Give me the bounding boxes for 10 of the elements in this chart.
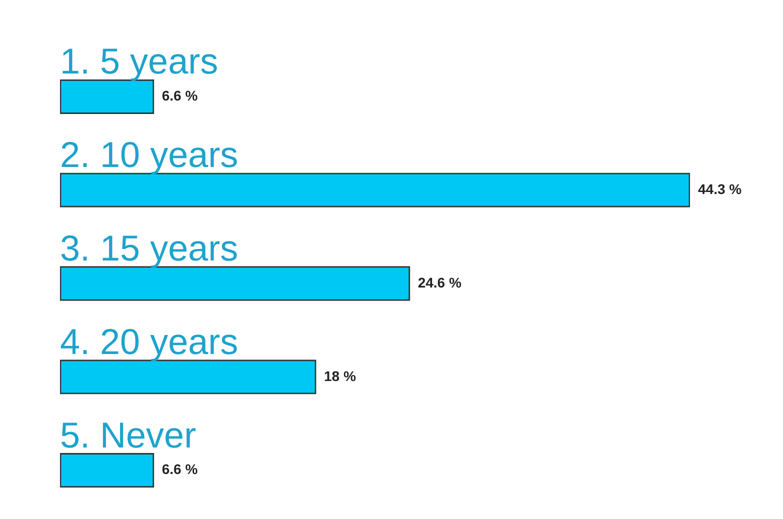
data-label: 6.6 % xyxy=(162,88,198,104)
data-label: 18 % xyxy=(324,368,356,384)
y-tick-label: 1. 5 years xyxy=(60,40,218,82)
data-label: 6.6 % xyxy=(162,461,198,478)
y-tick-label: 3. 15 years xyxy=(60,228,238,268)
y-tick-label: 2. 10 years xyxy=(60,134,238,176)
data-label: 44.3 % xyxy=(698,180,742,197)
data-label: 24.6 % xyxy=(418,274,462,290)
y-tick-label: 5. Never xyxy=(60,414,196,456)
y-tick-label: 4. 20 years xyxy=(60,320,238,362)
